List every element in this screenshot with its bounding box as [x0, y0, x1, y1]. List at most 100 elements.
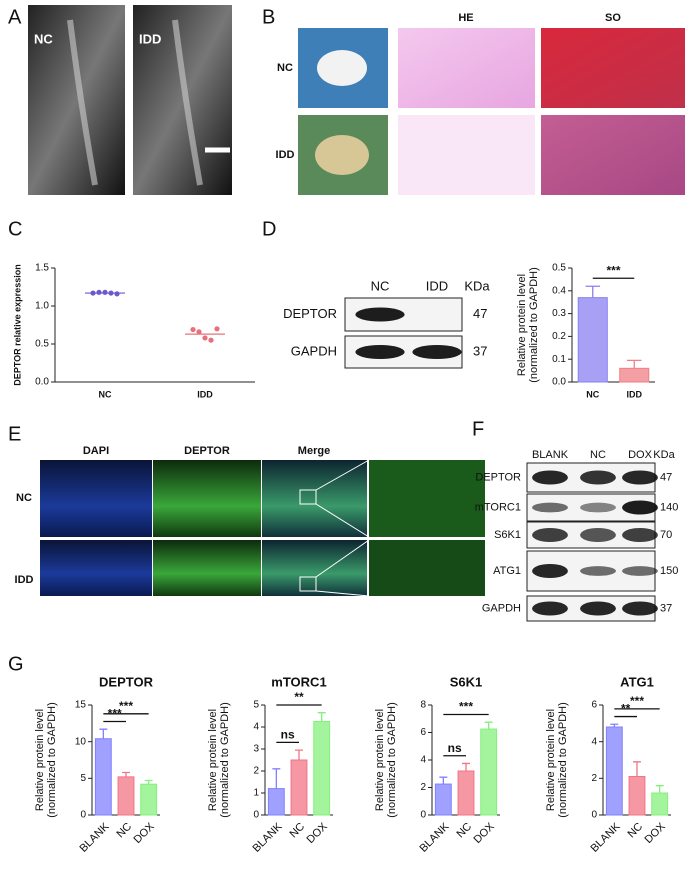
- panel-letter: E: [8, 423, 21, 445]
- y-tick-label: 5: [253, 700, 259, 711]
- bar: [290, 759, 308, 816]
- error-bar: [655, 785, 664, 793]
- blot-band: [580, 601, 616, 616]
- y-tick-label: 3: [253, 744, 259, 755]
- y-tick-label: 0.5: [552, 263, 566, 274]
- error-bar: [626, 359, 642, 369]
- x-tick-label: BLANK: [251, 820, 285, 854]
- y-tick-label: 5: [80, 773, 86, 784]
- y-axis-label: (normalized to GAPDH): [557, 702, 569, 818]
- blot-band: [580, 502, 616, 513]
- panel-letter: C: [8, 218, 22, 240]
- blot-kda: 37: [473, 343, 487, 358]
- bar: [605, 726, 623, 816]
- chart-title: ATG1: [620, 674, 654, 689]
- blot-band: [532, 564, 568, 578]
- data-point: [214, 326, 220, 332]
- error-bar: [122, 771, 130, 777]
- bar: [577, 297, 608, 383]
- bar: [94, 738, 112, 816]
- blot-band: [622, 601, 658, 616]
- lane-label: NC: [371, 278, 390, 293]
- data-point: [190, 326, 196, 333]
- y-tick-label: 0: [253, 810, 259, 821]
- data-point: [114, 291, 120, 297]
- bar: [619, 367, 650, 383]
- x-tick-label: DOX: [304, 820, 330, 846]
- y-axis-label: Relative protein level: [207, 709, 219, 811]
- x-tick-label: IDD: [197, 389, 213, 399]
- bar: [313, 721, 331, 816]
- y-tick-label: 2: [591, 773, 597, 784]
- y-axis-label: Relative protein level: [34, 709, 46, 811]
- error-bar: [272, 768, 281, 789]
- y-tick-label: 2: [253, 766, 259, 777]
- blot-kda: 70: [660, 529, 672, 541]
- x-tick-label: IDD: [627, 389, 643, 399]
- chart-title: mTORC1: [271, 674, 326, 689]
- y-tick-label: 0.0: [552, 377, 566, 388]
- histology-row: NC: [277, 62, 293, 74]
- histology-column: HE: [458, 12, 473, 24]
- blot-band: [355, 345, 405, 359]
- data-point: [102, 289, 108, 295]
- error-bar: [633, 761, 641, 777]
- bar: [117, 776, 135, 816]
- lane-label: IDD: [426, 278, 448, 293]
- error-bar: [462, 762, 470, 771]
- y-tick-label: 1.0: [35, 301, 49, 312]
- blot-band: [532, 470, 568, 485]
- panel-letter: F: [472, 418, 484, 440]
- blot-kda: 140: [660, 501, 678, 513]
- if-column: DAPI: [83, 445, 109, 457]
- y-tick-label: 0: [80, 810, 86, 821]
- bar: [267, 788, 285, 816]
- y-axis-label: (normalized to GAPDH): [46, 702, 58, 818]
- x-tick-label: BLANK: [418, 820, 452, 854]
- y-tick-label: 0.3: [552, 308, 566, 319]
- blot-band: [355, 307, 405, 322]
- y-axis-label: DEPTOR relative expression: [12, 264, 22, 385]
- blot-band: [622, 528, 658, 542]
- y-axis-label: (normalized to GAPDH): [386, 702, 398, 818]
- significance-label: ns: [448, 741, 462, 755]
- bar: [628, 776, 646, 816]
- data-point: [202, 335, 208, 341]
- panel-letter: A: [8, 6, 22, 28]
- y-tick-label: 10: [75, 736, 87, 747]
- y-tick-label: 15: [75, 700, 87, 711]
- bar: [140, 783, 158, 816]
- y-tick-label: 0.2: [552, 331, 566, 342]
- blot-band: [532, 601, 568, 616]
- data-point: [96, 289, 102, 295]
- blot-band: [532, 528, 568, 542]
- significance-label: ***: [459, 700, 473, 714]
- y-tick-label: 0.0: [35, 377, 49, 388]
- error-bar: [585, 285, 601, 298]
- if-row: IDD: [15, 574, 34, 586]
- error-bar: [610, 723, 619, 727]
- y-tick-label: 0.4: [552, 285, 566, 296]
- x-tick-label: BLANK: [78, 820, 112, 854]
- blot-band: [622, 470, 658, 485]
- blot-row-label: DEPTOR: [475, 471, 521, 483]
- error-bar: [317, 712, 326, 722]
- y-axis-label: (normalized to GAPDH): [219, 702, 231, 818]
- images: [28, 5, 685, 597]
- x-tick-label: DOX: [642, 820, 668, 846]
- y-tick-label: 4: [591, 736, 597, 747]
- error-bar: [439, 776, 448, 785]
- blot-band: [412, 345, 462, 359]
- blot-row-label: S6K1: [494, 529, 521, 541]
- bar: [651, 792, 669, 816]
- chart-title: DEPTOR: [99, 674, 154, 689]
- error-bar: [99, 728, 108, 739]
- y-tick-label: 6: [591, 700, 597, 711]
- data-point: [208, 337, 214, 343]
- blot-band: [532, 502, 568, 513]
- y-axis-label: Relative protein level: [545, 709, 557, 811]
- error-bar: [295, 749, 303, 760]
- x-tick-label: BLANK: [589, 820, 623, 854]
- panel-letter: G: [8, 653, 24, 675]
